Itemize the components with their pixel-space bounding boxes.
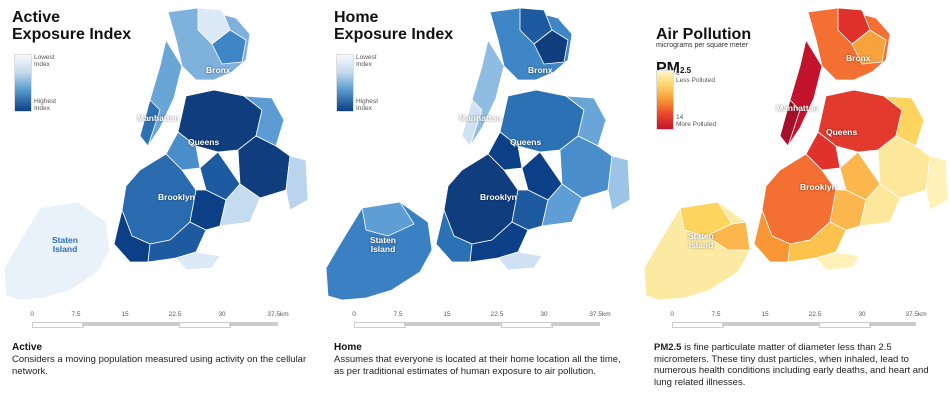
description-text: Assumes that everyone is located at thei… [334,354,621,377]
scale-tick: 0 [352,311,356,318]
bronx-label: Bronx [206,65,231,75]
staten-island-label: Staten Island [52,235,78,254]
panel-title: Active Exposure Index [12,9,132,43]
scale-segment [404,322,501,326]
scale-tick: 22.5 [490,311,504,318]
home-exposure-panel: Home Exposure Index Lowest Index Highest… [322,0,640,401]
distance-scale: 0 7.5 15 22.5 30 37.5km [348,311,624,331]
manhattan-label: Manhattan [137,113,180,123]
queens-label: Queens [826,127,858,137]
staten-island-label: Staten Island [370,235,396,254]
scale-segment [551,322,600,326]
scale-tick: 7.5 [71,311,81,318]
legend-low-label: Lowest Index [34,54,55,68]
brooklyn-label: Brooklyn [158,192,195,202]
color-legend [14,54,32,112]
scale-tick: 37.5km [267,311,289,318]
active-exposure-panel: Active Exposure Index Lowest Index Highe… [0,0,320,401]
scale-segment [82,322,179,326]
title-pm-subscript: 2.5 [680,66,692,75]
brooklyn-label: Brooklyn [480,192,517,202]
air-pollution-panel: Air Pollution PM2.5 micrograms per squar… [642,0,950,401]
scale-tick: 7.5 [393,311,403,318]
description-heading: PM2.5 [654,342,682,353]
scale-tick: 30 [540,311,548,318]
manhattan-label: Manhattan [459,113,502,123]
bronx-label: Bronx [846,53,871,63]
queens-label: Queens [188,137,220,147]
legend-high-label: 14 More Polluted [676,114,717,128]
staten-island-label: Staten Island [688,231,714,250]
scale-tick: 37.5km [589,311,611,318]
scale-tick: 30 [218,311,226,318]
distance-scale: 0 7.5 15 22.5 30 37.5km [26,311,302,331]
scale-tick: 22.5 [168,311,182,318]
nyc-choropleth-map [3,7,309,301]
scale-tick: 0 [30,311,34,318]
title-line-1: Air Pollution [656,26,752,43]
description-heading: Home [334,342,362,353]
scale-segment [819,322,871,328]
scale-segment [354,322,406,328]
description-heading: Active [12,342,43,353]
manhattan-label: Manhattan [776,103,819,113]
units-label: micrograms per square meter [656,42,748,49]
scale-tick: 30 [858,311,866,318]
scale-segment [229,322,278,326]
scale-segment [32,322,84,328]
color-legend [656,70,674,130]
color-legend [336,54,354,112]
brooklyn-label: Brooklyn [800,182,837,192]
bronx-label: Bronx [528,65,553,75]
legend-low-label: Lowest Index [356,54,377,68]
queens-label: Queens [510,137,542,147]
scale-segment [179,322,231,328]
nyc-choropleth-map [325,7,631,301]
nyc-choropleth-map [643,7,949,301]
distance-scale: 0 7.5 15 22.5 30 37.5km [668,311,944,331]
scale-tick: 15 [121,311,129,318]
legend-high-label: Highest Index [356,98,379,112]
panel-title: Home Exposure Index [334,9,454,43]
scale-segment [501,322,553,328]
description-body: is fine particulate matter of diameter l… [654,342,929,388]
scale-segment [722,322,819,326]
scale-segment [869,322,916,326]
legend-high-label: Highest Index [34,98,57,112]
scale-tick: 7.5 [711,311,721,318]
scale-segment [672,322,724,328]
description-text: PM2.5 is fine particulate matter of diam… [654,342,944,388]
scale-tick: 0 [670,311,674,318]
legend-low-label: 8 Less Polluted [676,70,716,84]
scale-tick: 15 [443,311,451,318]
description-text: Considers a moving population measured u… [12,354,307,377]
scale-tick: 15 [761,311,769,318]
scale-tick: 22.5 [808,311,822,318]
scale-tick: 37.5km [905,311,927,318]
